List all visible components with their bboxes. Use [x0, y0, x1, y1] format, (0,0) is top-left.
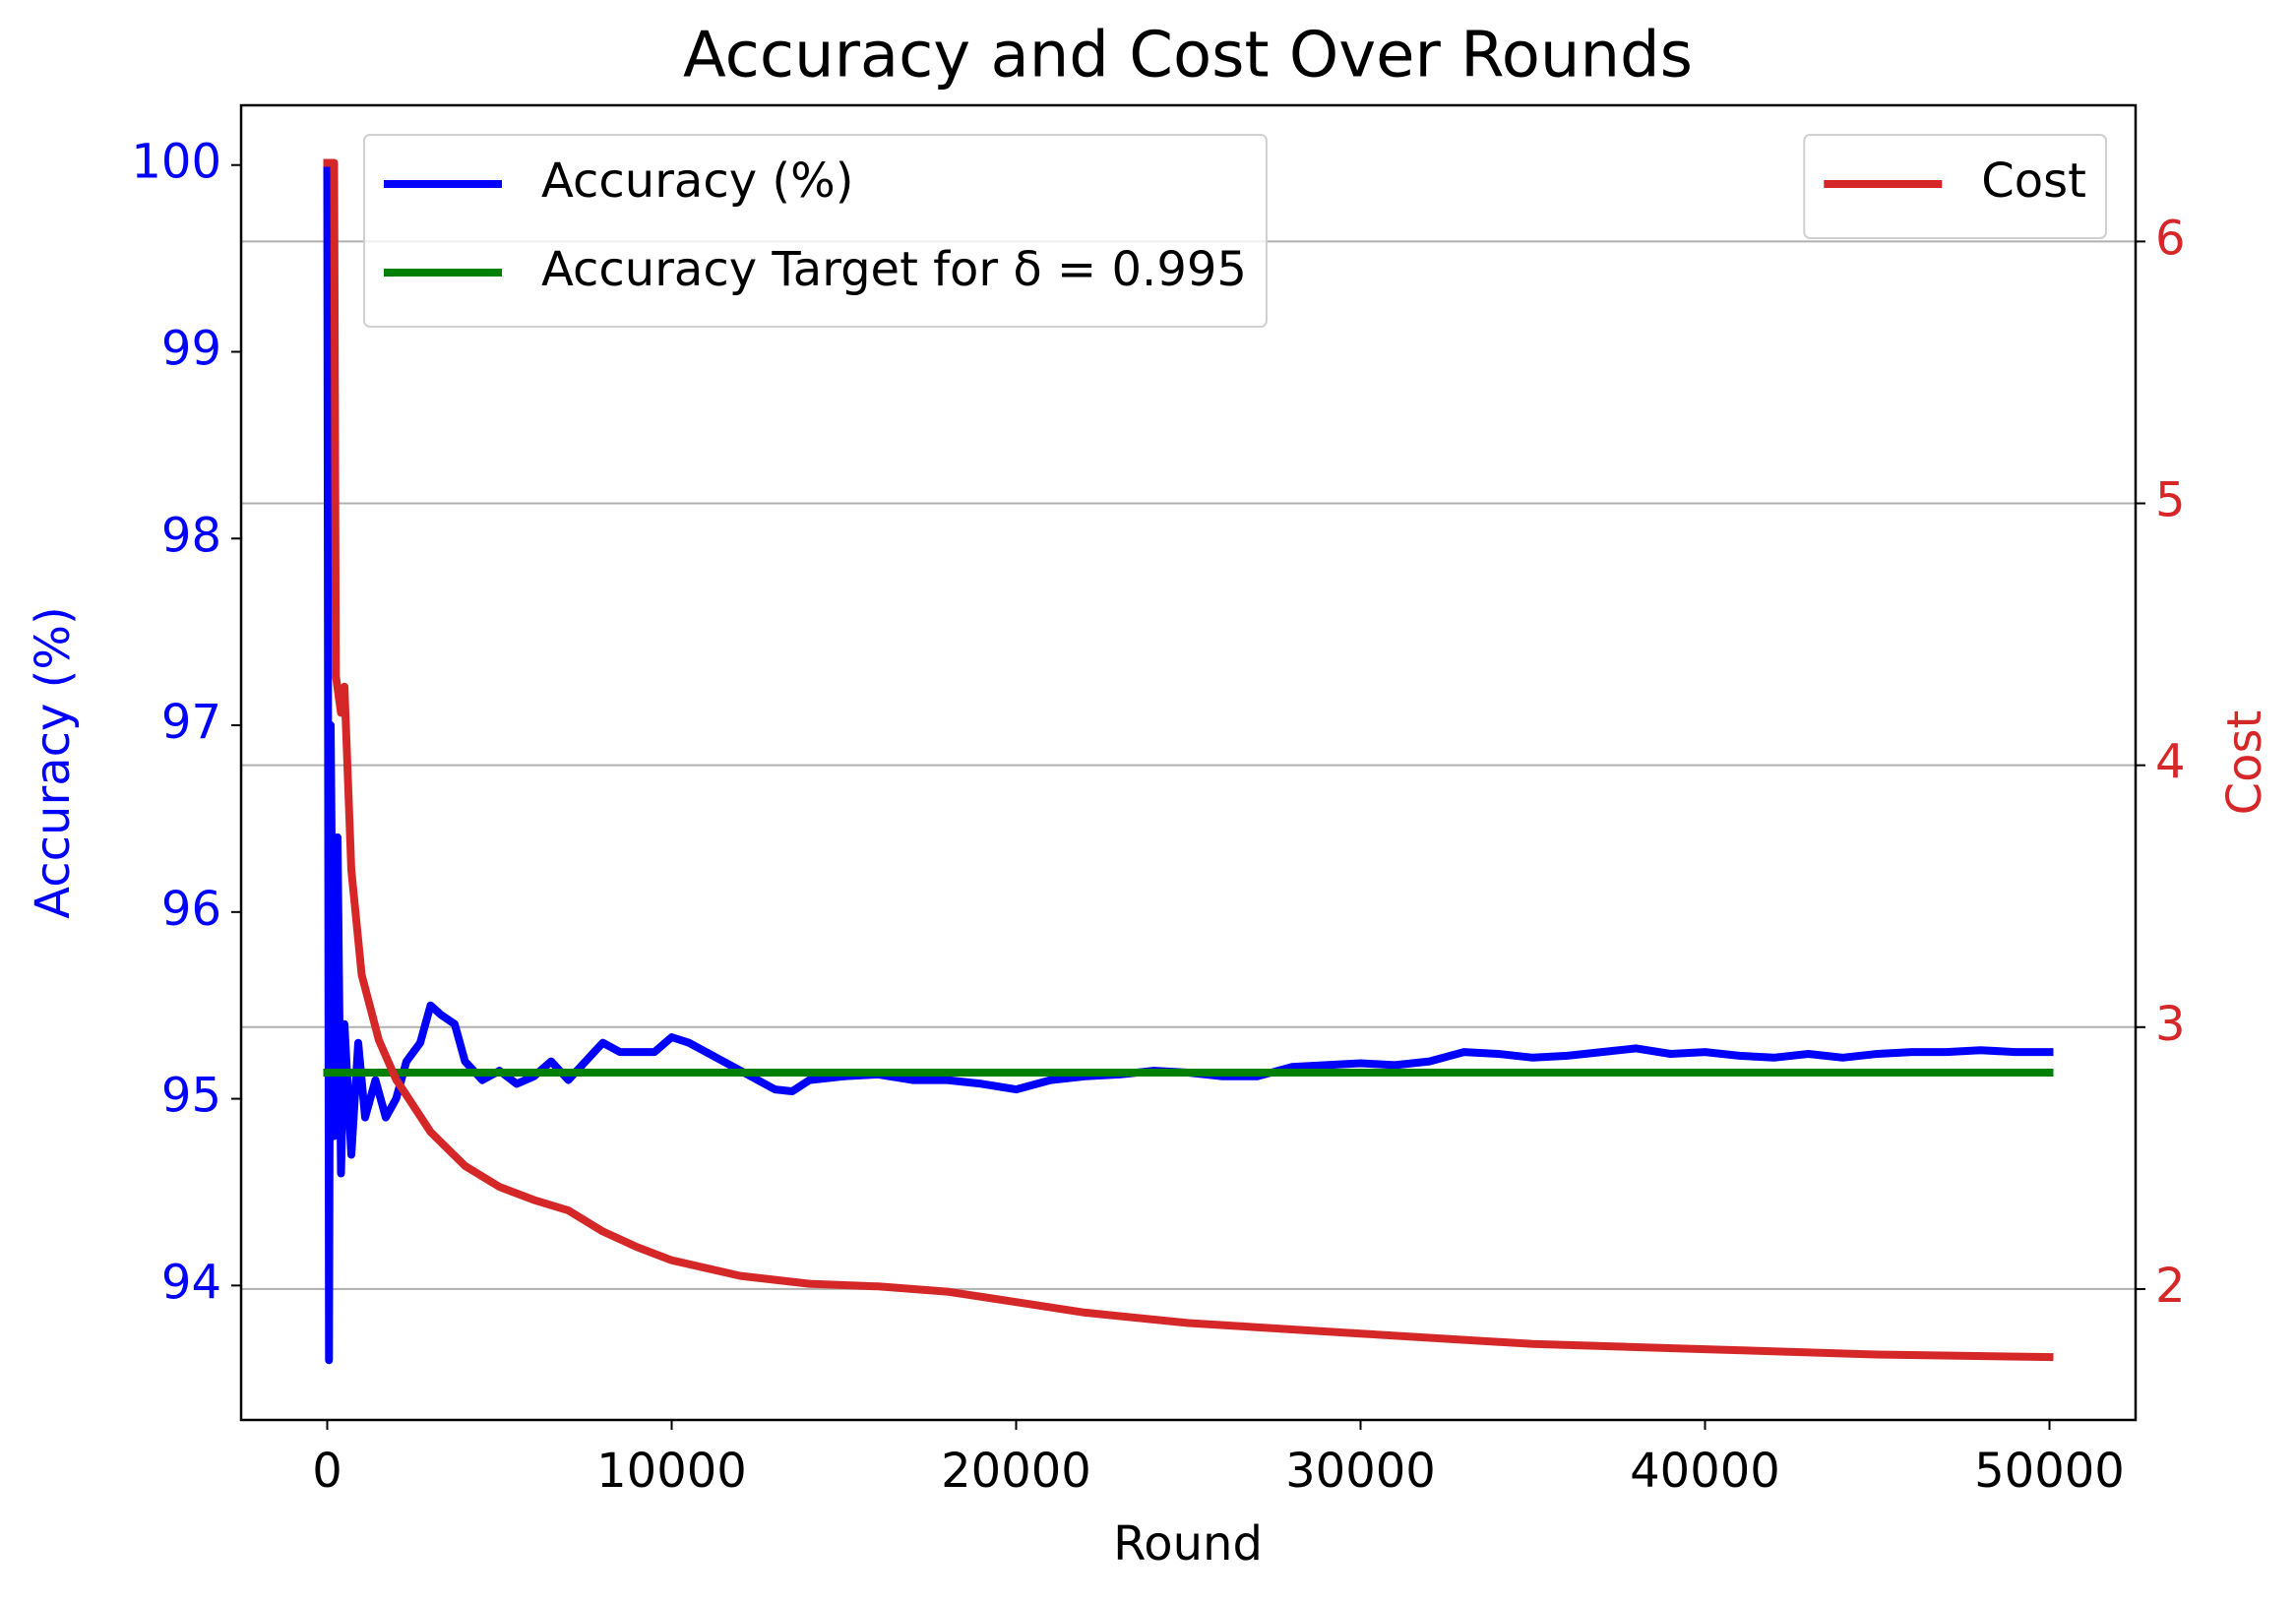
y-axis-label: Accuracy (%) [26, 606, 81, 918]
legend-label: Cost [1981, 154, 2086, 209]
series-line [323, 158, 2054, 1362]
x-tick-label: 30000 [1285, 1444, 1436, 1499]
chart-title: Accuracy and Cost Over Rounds [683, 20, 1693, 92]
legend: Cost [1803, 134, 2107, 239]
y-tick-label: 99 [161, 322, 221, 377]
y-tick-label: 96 [161, 882, 221, 937]
x-axis-label: Round [1113, 1516, 1263, 1572]
x-tick-label: 40000 [1630, 1444, 1780, 1499]
y2-tick-label: 6 [2155, 211, 2186, 266]
x-tick-label: 20000 [941, 1444, 1091, 1499]
y2-axis-label: Cost [2217, 710, 2272, 816]
y2-tick-label: 4 [2155, 735, 2186, 790]
y2-tick-label: 3 [2155, 997, 2186, 1052]
y-tick-label: 94 [161, 1255, 221, 1310]
legend-box [1803, 134, 2107, 239]
x-tick-label: 10000 [596, 1444, 747, 1499]
legend: Accuracy (%) Accuracy Target for δ = 0.99… [363, 134, 1268, 328]
y2-tick-label: 2 [2155, 1259, 2186, 1314]
y-tick-label: 95 [161, 1069, 221, 1124]
x-tick-label: 0 [312, 1444, 342, 1499]
series-line [323, 160, 2054, 1365]
x-tick-label: 50000 [1974, 1444, 2125, 1499]
y-tick-label: 98 [161, 508, 221, 563]
legend-label: Accuracy Target for δ = 0.995 [541, 242, 1247, 297]
plot-frame [239, 103, 2138, 1422]
legend-box [363, 134, 1268, 328]
y-tick-label: 100 [131, 135, 221, 190]
y2-tick-label: 5 [2155, 473, 2186, 528]
y-tick-label: 97 [161, 695, 221, 750]
legend-label: Accuracy (%) [541, 154, 853, 209]
